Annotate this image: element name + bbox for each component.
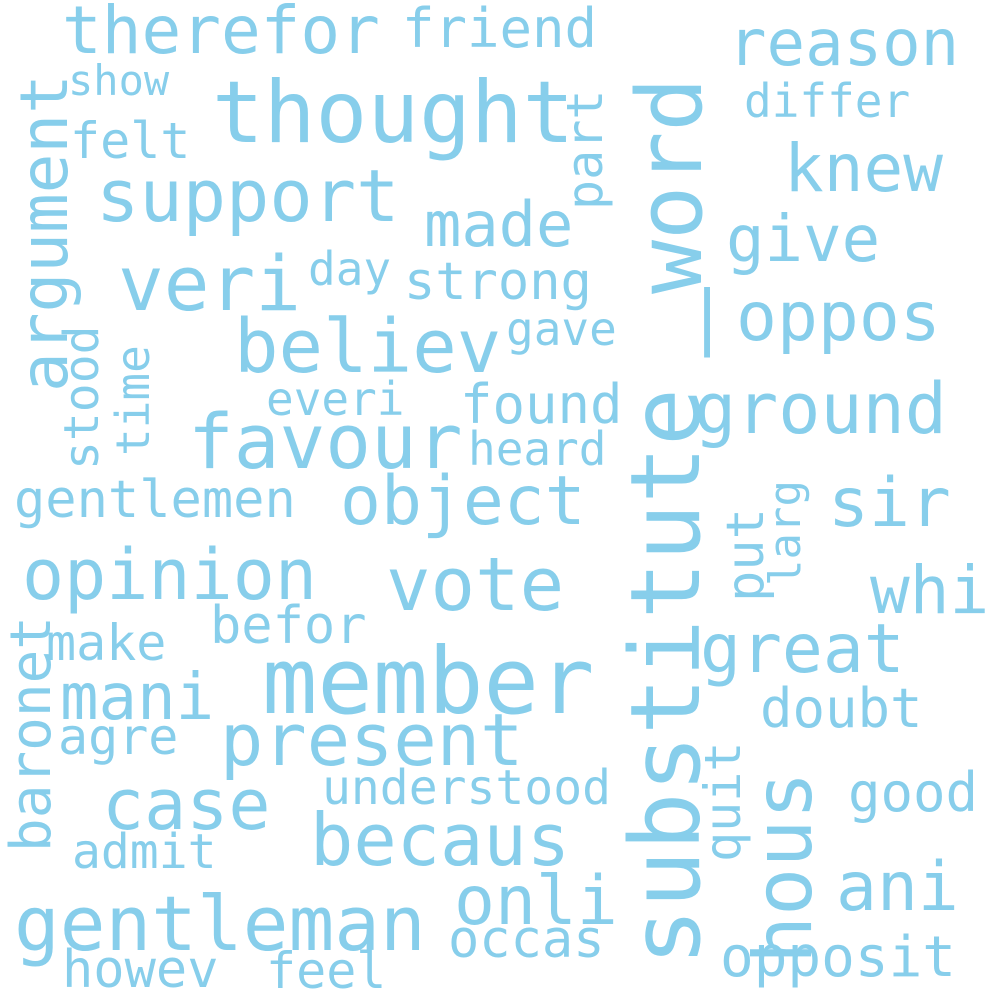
word-admit: admit [72,824,217,880]
word-feel: feel [266,942,387,1000]
word-support: support [96,154,400,238]
word-bar: | [686,276,729,358]
word-stood: stood [54,325,110,471]
word-made: made [424,188,574,261]
word-object: object [340,462,586,541]
word-present: present [220,698,524,782]
word-thought: thought [212,63,575,163]
word-heard: heard [468,422,607,476]
word-day: day [308,242,392,296]
word-gentleman: gentleman [14,879,426,968]
word-found: found [460,373,623,436]
word-believ: believ [234,304,502,390]
word-whi: whi [870,552,990,629]
word-ani: ani [836,848,959,927]
word-occas: occas [448,910,605,970]
word-give: give [726,203,881,277]
word-opposit: opposit [720,925,957,990]
word-sir: sir [828,464,951,543]
word-reason: reason [728,7,960,81]
word-knew: knew [784,130,943,207]
word-vote: vote [386,542,565,628]
word-strong: strong [404,252,592,312]
word-member: member [262,628,595,735]
word-good: good [848,761,979,824]
word-substitute: substitute [610,388,722,966]
word-therefor: therefor [62,0,380,69]
word-felt: felt [70,112,191,170]
word-favour: favour [188,397,463,486]
word-gentlemen: gentlemen [14,470,296,530]
word-howev: howev [62,940,219,1000]
word-agre: agre [58,708,179,766]
word-mani: mani [60,661,215,735]
word-make: make [46,614,167,672]
word-onli: onli [454,862,618,941]
word-show: show [68,56,170,105]
word-word: word [618,77,723,294]
word-ground: ground [694,368,947,450]
word-doubt: doubt [760,677,923,740]
word-everi: everi [266,372,405,426]
word-veri: veri [118,239,302,328]
word-differ: differ [744,74,911,128]
word-gave: gave [506,302,617,356]
word-great: great [700,610,905,689]
word-case: case [102,764,271,846]
word-time: time [106,345,160,456]
word-befor: befor [210,596,367,656]
word-larg: larg [760,480,811,586]
word-part: part [556,89,614,210]
word-understood: understood [322,760,611,816]
word-friend: friend [402,0,598,60]
word-hous: hous [737,771,830,964]
word-baronet: baronet [0,615,64,852]
word-opinion: opinion [22,534,318,616]
word-becaus: becaus [310,798,571,882]
word-oppos: oppos [736,278,941,357]
